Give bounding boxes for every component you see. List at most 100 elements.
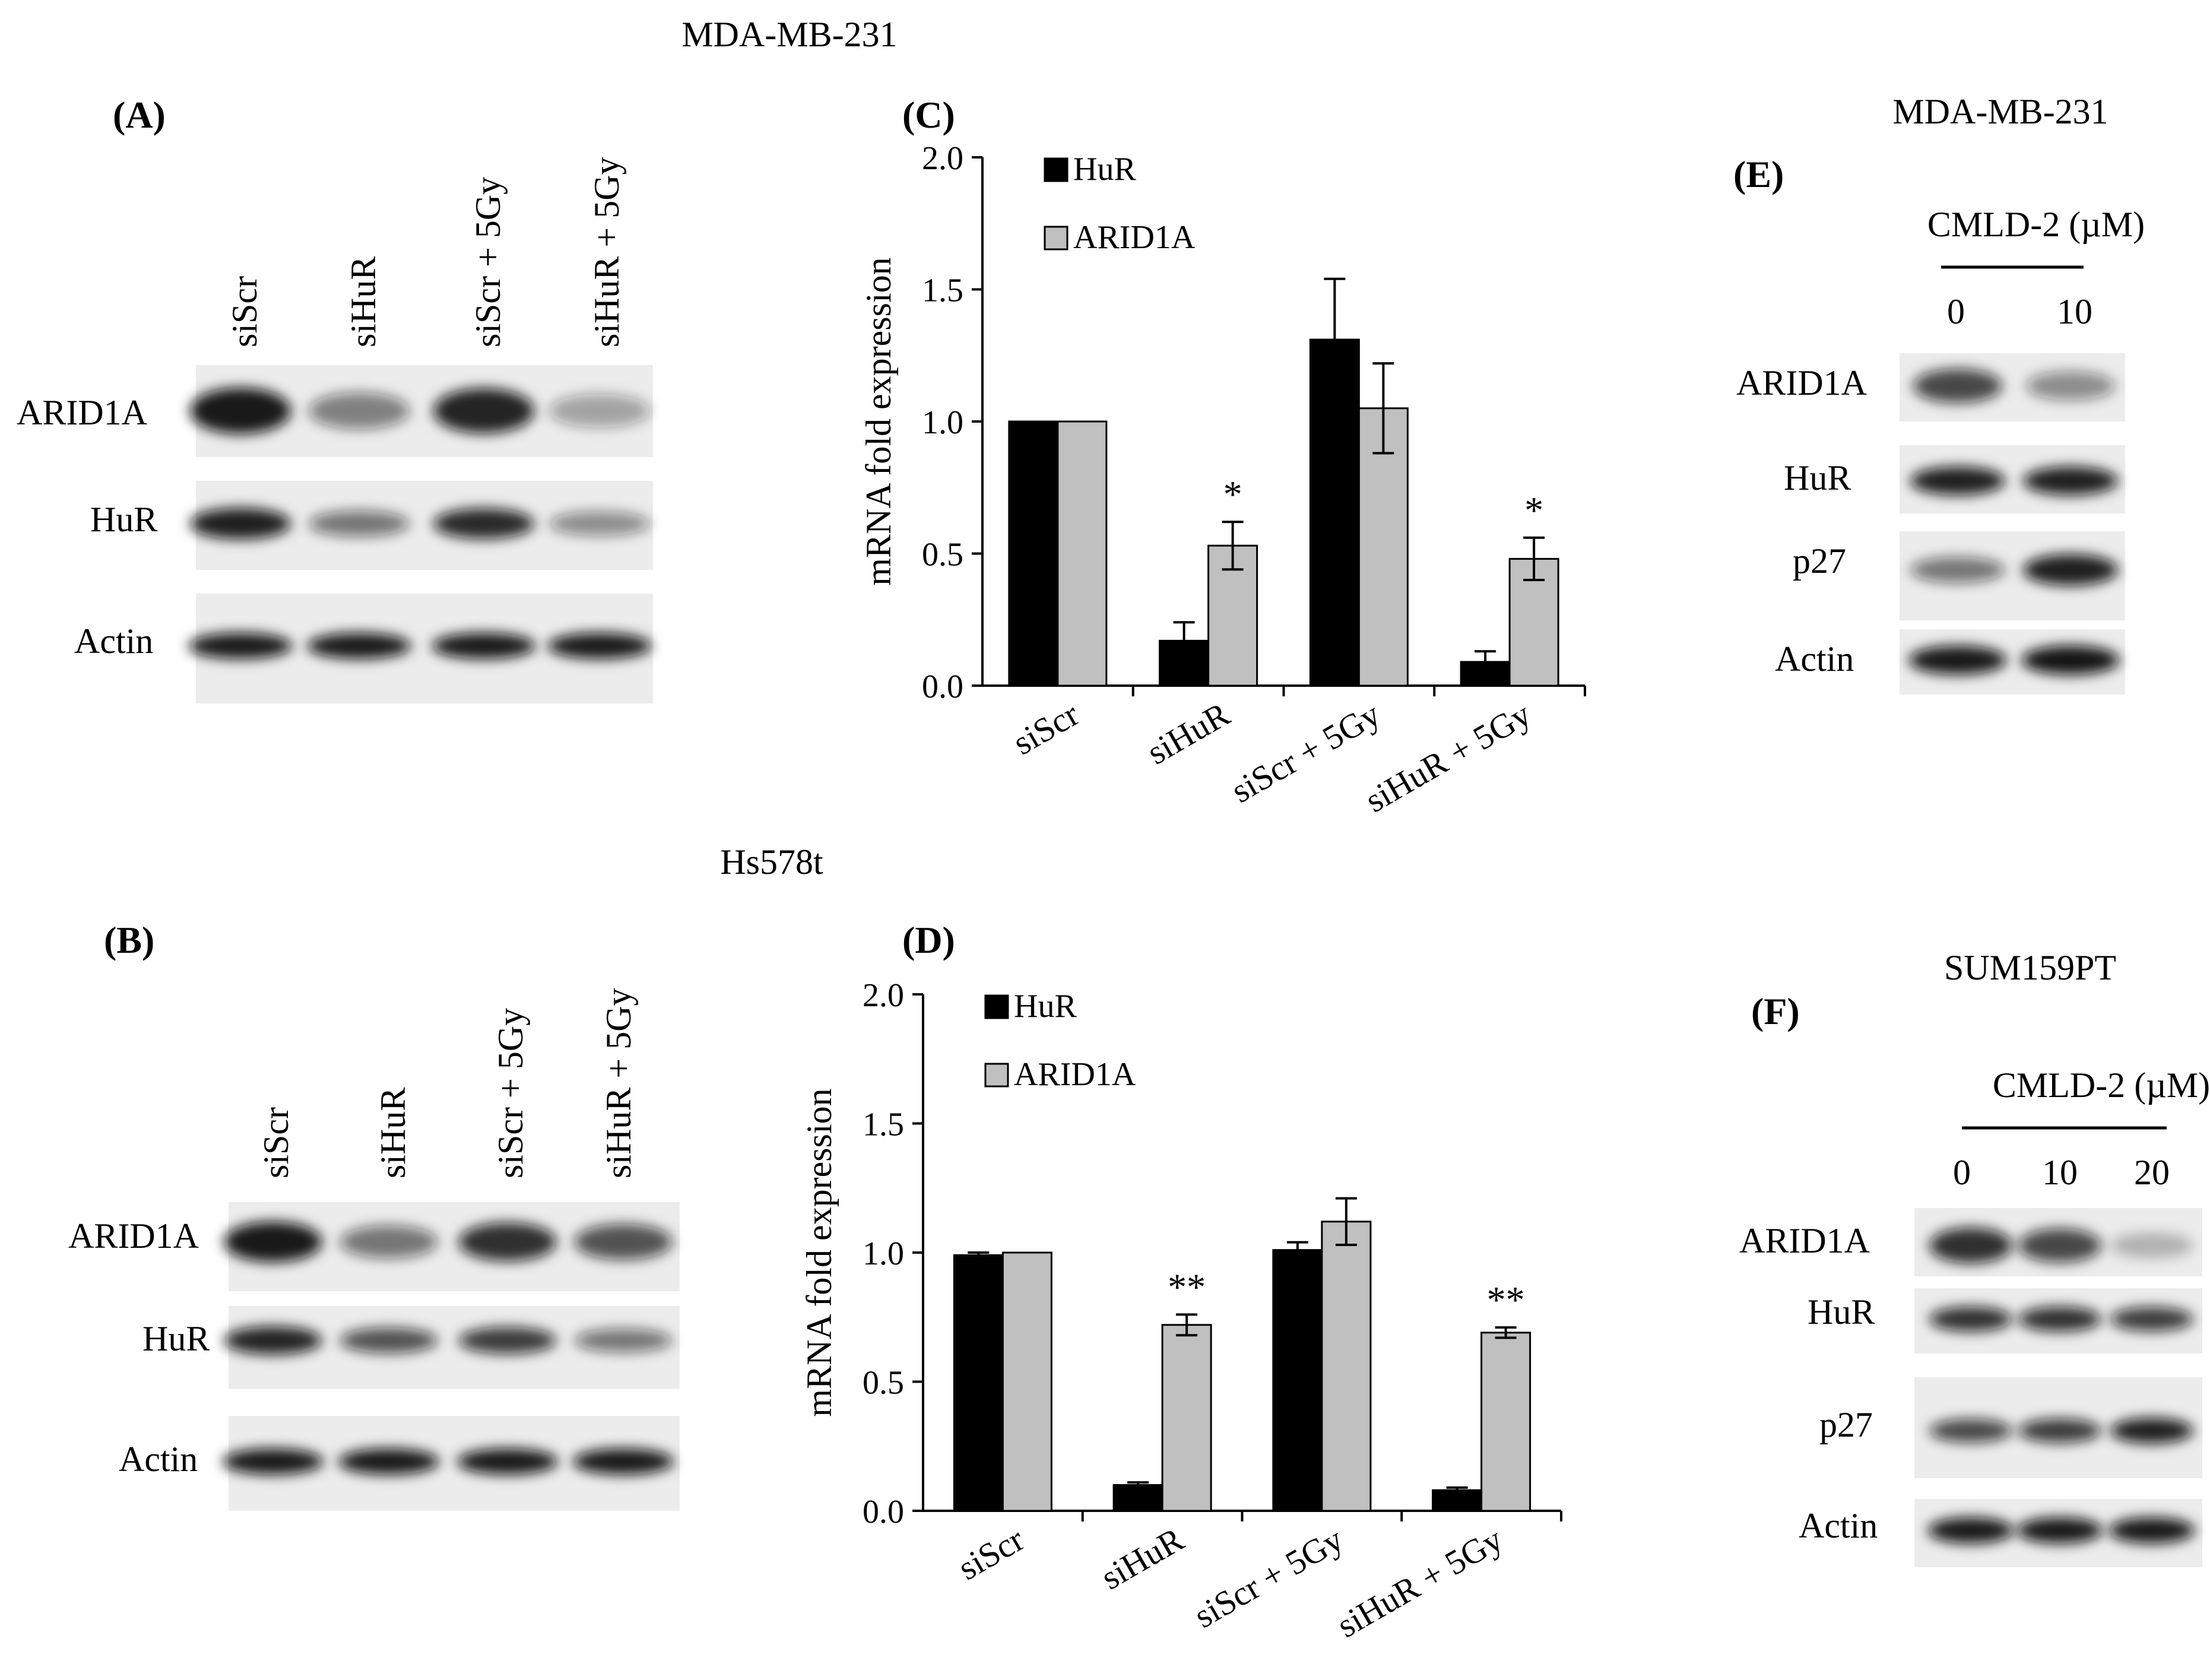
panel-c-legend-swatch-arid1a: [1044, 226, 1068, 251]
panel-a-band: [190, 508, 291, 540]
panel-e-dose-10: 10: [2057, 292, 2092, 331]
panel-a-band: [547, 633, 652, 659]
panel-d-bar-hur: [1272, 1249, 1323, 1512]
panel-a-lane-label-3: siScr + 5Gy: [468, 177, 508, 347]
panel-e-band: [1913, 369, 2002, 403]
panel-b-band: [340, 1225, 438, 1259]
panel-e-cell-line: MDA-MB-231: [1892, 92, 2108, 131]
panel-d-y-tick-label: 2.0: [863, 977, 904, 1014]
panel-c-legend-label-arid1a: ARID1A: [1073, 219, 1196, 256]
panel-e-band: [1908, 645, 2007, 675]
panel-a-band-label-actin: Actin: [74, 622, 153, 661]
panel-f-treatment-label: CMLD-2 (µM): [1993, 1066, 2210, 1105]
panel-e-band: [2021, 645, 2120, 675]
panel-a-band: [309, 511, 410, 537]
panel-a-band: [188, 633, 293, 659]
panel-d-y-axis-label: mRNA fold expression: [800, 1088, 839, 1416]
panel-b-lane-label-4: siHuR + 5Gy: [599, 988, 638, 1178]
panel-d-legend-swatch-hur: [984, 994, 1009, 1019]
panel-f-band: [2110, 1307, 2193, 1332]
panel-d-category-label: siHuR + 5Gy: [1330, 1520, 1509, 1645]
panel-c-bar-arid1a: [1358, 407, 1409, 687]
panel-d-category-label: siHuR: [1095, 1520, 1190, 1597]
panel-d-significance-marker: **: [1487, 1279, 1525, 1321]
panel-b-band: [458, 1222, 557, 1261]
panel-a-blot-arid1a: [190, 365, 653, 457]
panel-c-bar-arid1a: [1057, 420, 1108, 687]
panel-f-band: [1929, 1419, 2012, 1443]
panel-d-category-label: siScr: [952, 1520, 1031, 1587]
panel-a-band-label-arid1a: ARID1A: [17, 393, 147, 432]
panel-d-bar-arid1a: [1001, 1251, 1052, 1512]
panel-d-bar-arid1a: [1321, 1221, 1372, 1512]
panel-d-y-tick-label: 1.5: [863, 1107, 904, 1143]
panel-f-band: [2018, 1307, 2101, 1332]
panel-d-significance-marker: **: [1168, 1266, 1206, 1308]
panel-d-chart: (D) 0.0 0.5 1.0 1.5 2.0 mRNA fold expression s…: [800, 919, 1562, 1645]
panel-b-band: [457, 1448, 558, 1475]
panel-d-bar-hur: [1112, 1484, 1163, 1512]
panel-f-blot-p27: [1914, 1377, 2202, 1478]
panel-a-lane-label-4: siHuR + 5Gy: [587, 157, 626, 347]
panel-f-cell-line: SUM159PT: [1944, 948, 2116, 987]
panel-c-y-tick-label: 0.5: [922, 537, 963, 573]
panel-c-letter: (C): [902, 94, 955, 136]
panel-b-band: [458, 1327, 557, 1354]
panel-f-blot-hur: [1914, 1288, 2202, 1353]
panel-c-significance-marker: *: [1524, 489, 1543, 531]
panel-f-blot-actin: [1914, 1499, 2202, 1567]
panel-b-lane-label-1: siScr: [256, 1107, 296, 1178]
panel-b-band-labels: ARID1A HuR Actin: [68, 1216, 210, 1479]
panel-b-blot-actin: [223, 1416, 680, 1511]
panel-d-category-label: siScr + 5Gy: [1187, 1520, 1349, 1635]
panel-d-bar-hur: [953, 1254, 1004, 1512]
panel-f-band: [2018, 1228, 2101, 1263]
panel-a-lane-labels: siScr siHuR siScr + 5Gy siHuR + 5Gy: [225, 157, 626, 347]
panel-f-band: [2110, 1232, 2193, 1259]
panel-c-legend-swatch-hur: [1044, 157, 1068, 182]
panel-a-band: [432, 633, 536, 659]
panel-b-lane-label-2: siHuR: [373, 1088, 413, 1178]
panel-d-y-tick-label: 0.0: [863, 1494, 904, 1530]
panel-e-letter: (E): [1733, 153, 1784, 195]
panel-f-band: [2018, 1418, 2101, 1443]
panel-b-band: [338, 1448, 439, 1475]
panel-b-band: [340, 1327, 438, 1353]
panel-a-letter: (A): [113, 94, 166, 136]
panel-f-band: [2016, 1517, 2103, 1543]
panel-b-band: [224, 1326, 322, 1355]
panel-d-legend-label-hur: HuR: [1014, 988, 1077, 1025]
panel-c-category-label: siHuR: [1140, 695, 1236, 772]
panel-a-band: [307, 633, 411, 659]
panel-a-blot-hur: [190, 481, 653, 570]
panel-f-band: [2108, 1517, 2195, 1543]
panel-e-band: [1910, 557, 2005, 583]
panel-f-band: [2110, 1418, 2193, 1444]
panel-c-y-tick-label: 1.5: [922, 272, 963, 309]
panel-f-letter: (F): [1751, 990, 1800, 1032]
panel-f-band-label-actin: Actin: [1799, 1506, 1878, 1545]
panel-d-bar-arid1a: [1480, 1332, 1532, 1512]
panel-b-band-label-actin: Actin: [119, 1440, 198, 1479]
panel-a-band: [309, 392, 410, 429]
panel-a: (A) siScr siHuR siScr + 5Gy siHuR + 5Gy …: [17, 94, 653, 703]
panel-a-band: [433, 388, 534, 434]
panel-b-band-label-hur: HuR: [142, 1319, 210, 1358]
panel-d-legend-swatch-arid1a: [984, 1063, 1009, 1088]
panel-c-category-label: siScr: [1006, 695, 1085, 762]
panel-a-lane-label-2: siHuR: [344, 256, 383, 347]
panel-b-band: [224, 1221, 322, 1263]
panel-e-band-label-hur: HuR: [1784, 458, 1851, 497]
panel-e-blot-arid1a: [1900, 353, 2125, 421]
panel-e-band: [2023, 554, 2118, 586]
panel-b-band-label-arid1a: ARID1A: [68, 1216, 199, 1256]
top-group-title: MDA-MB-231: [681, 15, 897, 54]
bottom-group-title: Hs578t: [720, 842, 823, 882]
panel-b-blot-hur: [224, 1306, 680, 1389]
panel-d-y-tick-label: 1.0: [863, 1235, 904, 1272]
panel-d-plot: 0.0 0.5 1.0 1.5 2.0 mRNA fold expression siScr…: [800, 977, 1562, 1645]
panel-d-y-tick-label: 0.5: [863, 1365, 904, 1402]
panel-f-band-label-hur: HuR: [1808, 1292, 1875, 1332]
panel-f-dose-10: 10: [2042, 1153, 2078, 1192]
